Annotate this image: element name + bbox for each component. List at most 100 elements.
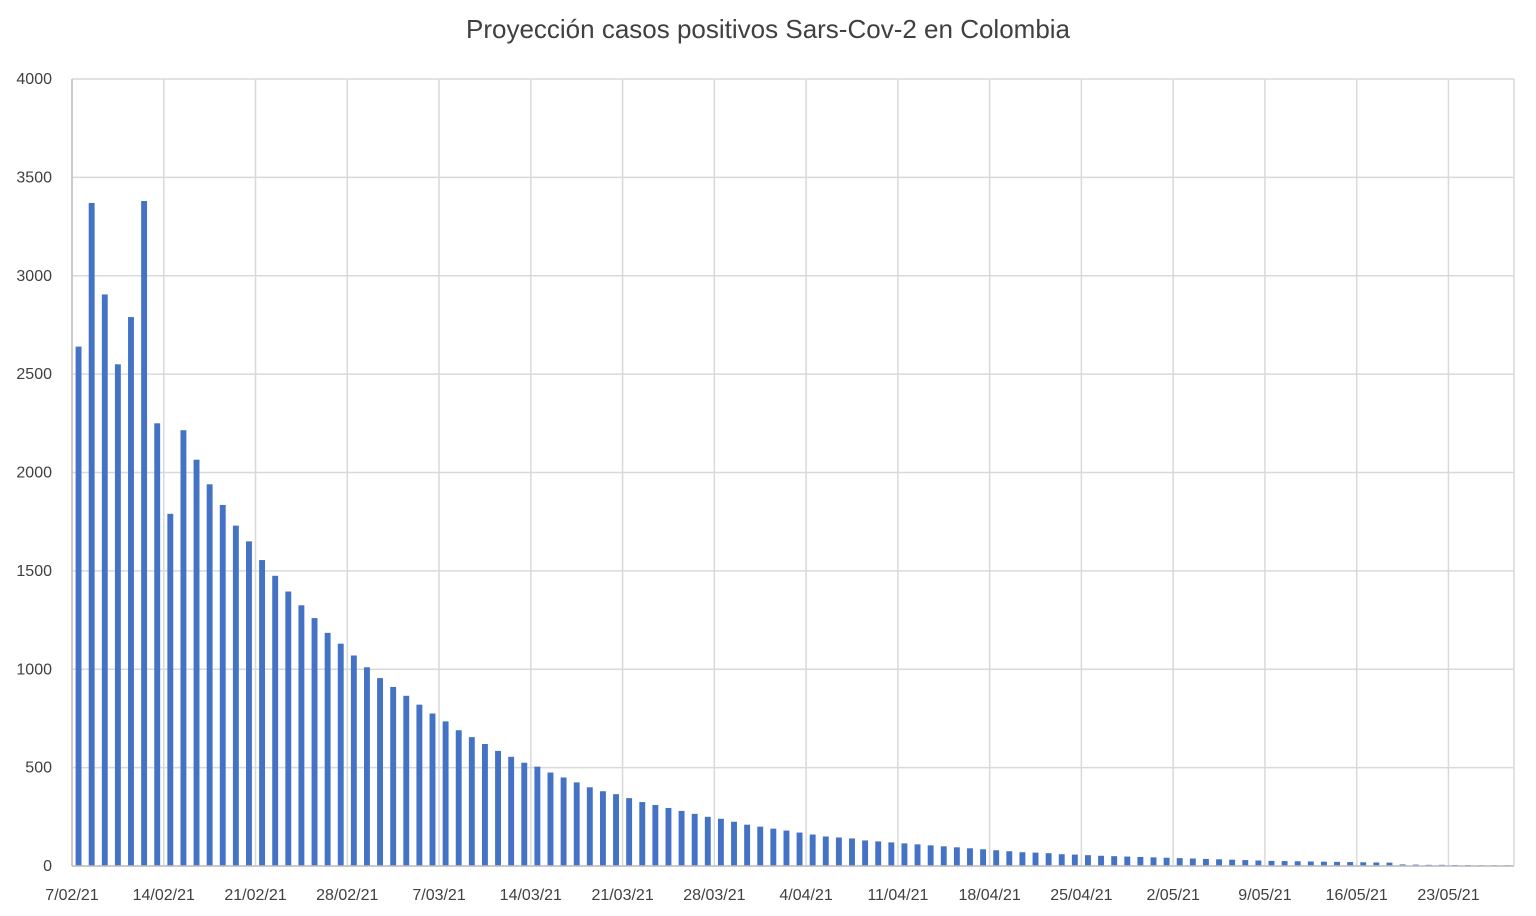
bar bbox=[1045, 853, 1052, 866]
bar bbox=[324, 632, 331, 866]
bar bbox=[1399, 864, 1406, 866]
bar bbox=[1386, 862, 1393, 866]
bar bbox=[75, 346, 82, 867]
x-tick-label: 14/02/21 bbox=[133, 887, 195, 904]
bar bbox=[1032, 852, 1039, 866]
bar bbox=[364, 667, 370, 866]
bar bbox=[193, 459, 200, 866]
y-tick-label: 1500 bbox=[16, 563, 52, 580]
bar bbox=[246, 541, 252, 866]
x-tick-label: 4/04/21 bbox=[779, 887, 832, 904]
bar bbox=[259, 560, 266, 866]
x-tick-label: 28/02/21 bbox=[316, 887, 378, 904]
bar bbox=[206, 484, 213, 866]
bar bbox=[350, 655, 357, 866]
bar bbox=[468, 737, 475, 866]
bar bbox=[1281, 861, 1288, 866]
bar bbox=[678, 810, 685, 866]
bar bbox=[1320, 861, 1327, 866]
bar bbox=[534, 766, 541, 866]
x-tick-labels: 7/02/21 14/02/21 21/02/21 28/02/21 7/03/21 14… bbox=[45, 887, 1479, 904]
bar bbox=[586, 787, 593, 866]
bar bbox=[311, 618, 318, 866]
bar bbox=[757, 826, 764, 866]
bar bbox=[888, 842, 895, 866]
bar bbox=[442, 721, 449, 866]
bar bbox=[455, 730, 462, 866]
bar bbox=[809, 834, 816, 866]
bar bbox=[560, 777, 567, 866]
x-tick-label: 11/04/21 bbox=[867, 887, 928, 904]
bar bbox=[180, 430, 187, 866]
bar bbox=[665, 807, 672, 866]
bar bbox=[298, 605, 305, 866]
x-tick-label: 14/03/21 bbox=[500, 887, 562, 904]
bar bbox=[573, 782, 580, 866]
bar bbox=[416, 704, 423, 866]
bar bbox=[1216, 859, 1222, 866]
bar bbox=[1163, 857, 1170, 866]
bar bbox=[717, 818, 724, 866]
bars bbox=[75, 200, 1511, 867]
bar bbox=[770, 828, 777, 866]
bar bbox=[1334, 861, 1340, 866]
x-tick-label: 18/04/21 bbox=[958, 887, 1020, 904]
x-tick-label: 7/03/21 bbox=[412, 887, 465, 904]
y-tick-label: 4000 bbox=[16, 71, 52, 88]
bar bbox=[377, 678, 384, 866]
y-tick-label: 2500 bbox=[16, 366, 52, 383]
x-tick-label: 28/03/21 bbox=[683, 887, 745, 904]
bar bbox=[167, 513, 174, 866]
y-tick-labels: 0 500 1000 1500 2000 2500 3000 3500 4000 bbox=[16, 71, 52, 875]
x-tick-label: 25/04/21 bbox=[1050, 887, 1112, 904]
bar bbox=[599, 791, 606, 866]
y-tick-label: 3500 bbox=[16, 169, 52, 186]
bar bbox=[547, 772, 554, 866]
bar bbox=[796, 832, 803, 866]
bar bbox=[403, 695, 410, 866]
bar bbox=[1085, 855, 1091, 866]
y-tick-label: 1000 bbox=[16, 661, 52, 678]
bar bbox=[626, 798, 633, 866]
bar bbox=[1307, 861, 1314, 866]
bar bbox=[232, 525, 239, 866]
bar bbox=[1347, 862, 1354, 866]
bar bbox=[337, 643, 344, 866]
bar bbox=[101, 294, 108, 866]
x-tick-label: 16/05/21 bbox=[1326, 887, 1388, 904]
bar bbox=[613, 794, 619, 866]
bar bbox=[1176, 858, 1183, 866]
bar bbox=[481, 744, 488, 866]
bar bbox=[914, 844, 921, 866]
bar bbox=[1189, 858, 1196, 866]
x-tick-label: 23/05/21 bbox=[1417, 887, 1479, 904]
bar bbox=[691, 813, 698, 866]
bar bbox=[875, 841, 882, 866]
bar bbox=[704, 816, 711, 866]
bar bbox=[901, 843, 908, 866]
bar bbox=[862, 840, 869, 866]
bar bbox=[1071, 854, 1078, 866]
bar bbox=[521, 762, 528, 866]
bar bbox=[88, 202, 95, 866]
bar bbox=[835, 837, 842, 866]
bar bbox=[128, 317, 134, 866]
bar bbox=[822, 836, 829, 866]
y-tick-label: 0 bbox=[43, 858, 52, 875]
bar bbox=[953, 847, 960, 866]
x-tick-label: 21/03/21 bbox=[591, 887, 653, 904]
bar bbox=[1373, 862, 1380, 866]
bar bbox=[993, 850, 1000, 866]
bar bbox=[285, 591, 292, 866]
bar bbox=[1150, 857, 1157, 866]
bar bbox=[154, 423, 161, 866]
x-tick-label: 9/05/21 bbox=[1238, 887, 1291, 904]
bar bbox=[1294, 861, 1301, 866]
bar bbox=[980, 849, 987, 866]
bar bbox=[1202, 858, 1209, 866]
bar bbox=[141, 200, 148, 867]
bar bbox=[940, 846, 947, 866]
bar bbox=[927, 845, 934, 866]
bar bbox=[1058, 854, 1065, 866]
